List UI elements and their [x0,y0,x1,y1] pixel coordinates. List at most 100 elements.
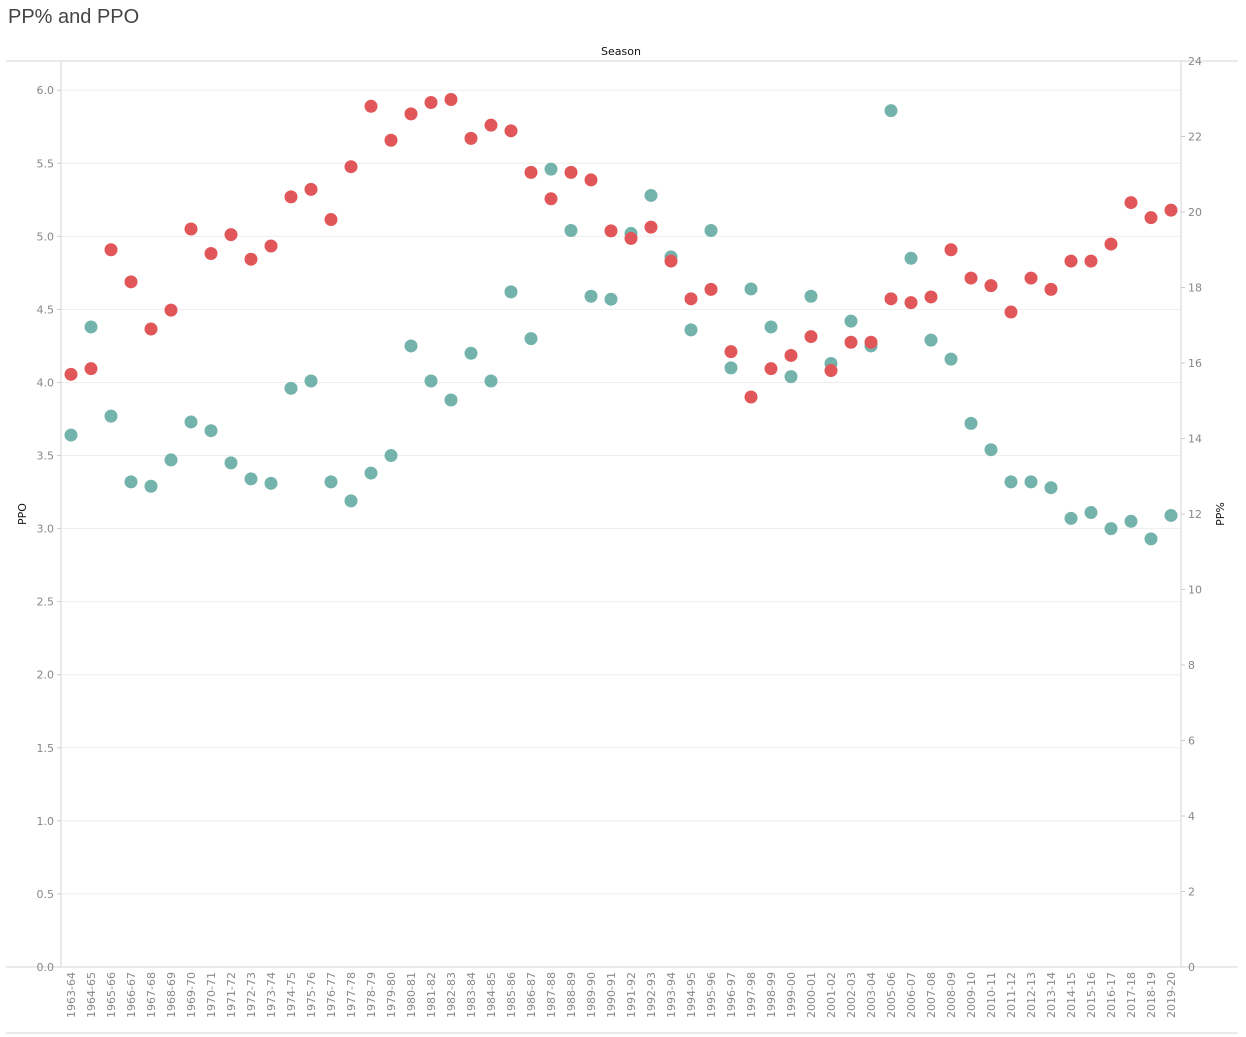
ppo-point[interactable] [504,285,518,299]
pp-pct-point[interactable] [1004,305,1018,319]
ppo-point[interactable] [464,346,478,360]
ppo-point[interactable] [844,314,858,328]
pp-pct-point[interactable] [1064,254,1078,268]
ppo-point[interactable] [1064,511,1078,525]
pp-pct-point[interactable] [204,247,218,261]
ppo-point[interactable] [744,282,758,296]
pp-pct-point[interactable] [384,133,398,147]
ppo-point[interactable] [964,416,978,430]
ppo-point[interactable] [1084,506,1098,520]
pp-pct-point[interactable] [1044,282,1058,296]
ppo-point[interactable] [204,424,218,438]
pp-pct-point[interactable] [784,348,798,362]
pp-pct-point[interactable] [1144,211,1158,225]
pp-pct-point[interactable] [164,303,178,317]
ppo-point[interactable] [344,494,358,508]
pp-pct-point[interactable] [704,282,718,296]
pp-pct-point[interactable] [1124,196,1138,210]
ppo-point[interactable] [984,443,998,457]
ppo-point[interactable] [804,289,818,303]
ppo-point[interactable] [584,289,598,303]
ppo-point[interactable] [724,361,738,375]
ppo-point[interactable] [684,323,698,337]
pp-pct-point[interactable] [84,362,98,376]
pp-pct-point[interactable] [484,118,498,132]
ppo-point[interactable] [544,162,558,176]
ppo-point[interactable] [64,428,78,442]
ppo-point[interactable] [284,381,298,395]
ppo-point[interactable] [404,339,418,353]
pp-pct-point[interactable] [664,254,678,268]
ppo-point[interactable] [784,370,798,384]
ppo-point[interactable] [1104,522,1118,536]
pp-pct-point[interactable] [264,239,278,253]
pp-pct-point[interactable] [944,243,958,257]
pp-pct-point[interactable] [464,131,478,145]
pp-pct-point[interactable] [644,220,658,234]
pp-pct-point[interactable] [984,279,998,293]
ppo-point[interactable] [1164,508,1178,522]
ppo-point[interactable] [124,475,138,489]
pp-pct-point[interactable] [344,160,358,174]
ppo-point[interactable] [1124,514,1138,528]
ppo-point[interactable] [564,224,578,238]
pp-pct-point[interactable] [1164,203,1178,217]
ppo-point[interactable] [924,333,938,347]
pp-pct-point[interactable] [624,231,638,245]
ppo-point[interactable] [484,374,498,388]
ppo-point[interactable] [184,415,198,429]
ppo-point[interactable] [244,472,258,486]
ppo-point[interactable] [364,466,378,480]
ppo-point[interactable] [1044,481,1058,495]
ppo-point[interactable] [764,320,778,334]
ppo-point[interactable] [1004,475,1018,489]
ppo-point[interactable] [164,453,178,467]
pp-pct-point[interactable] [404,107,418,121]
ppo-point[interactable] [304,374,318,388]
ppo-point[interactable] [644,188,658,202]
pp-pct-point[interactable] [844,335,858,349]
ppo-point[interactable] [704,224,718,238]
ppo-point[interactable] [264,476,278,490]
pp-pct-point[interactable] [544,192,558,206]
pp-pct-point[interactable] [244,252,258,266]
pp-pct-point[interactable] [1024,271,1038,285]
pp-pct-point[interactable] [64,367,78,381]
pp-pct-point[interactable] [444,93,458,107]
pp-pct-point[interactable] [864,335,878,349]
ppo-point[interactable] [224,456,238,470]
ppo-point[interactable] [144,479,158,493]
ppo-point[interactable] [524,332,538,346]
pp-pct-point[interactable] [764,362,778,376]
ppo-point[interactable] [944,352,958,366]
ppo-point[interactable] [884,104,898,118]
pp-pct-point[interactable] [224,228,238,242]
pp-pct-point[interactable] [904,296,918,310]
ppo-point[interactable] [84,320,98,334]
pp-pct-point[interactable] [724,345,738,359]
pp-pct-point[interactable] [104,243,118,257]
pp-pct-point[interactable] [124,275,138,289]
ppo-point[interactable] [104,409,118,423]
pp-pct-point[interactable] [584,173,598,187]
pp-pct-point[interactable] [884,292,898,306]
ppo-point[interactable] [904,251,918,265]
ppo-point[interactable] [384,449,398,463]
pp-pct-point[interactable] [284,190,298,204]
pp-pct-point[interactable] [964,271,978,285]
pp-pct-point[interactable] [364,99,378,113]
ppo-point[interactable] [424,374,438,388]
ppo-point[interactable] [1024,475,1038,489]
pp-pct-point[interactable] [1104,237,1118,251]
pp-pct-point[interactable] [564,165,578,179]
pp-pct-point[interactable] [744,390,758,404]
pp-pct-point[interactable] [804,330,818,344]
pp-pct-point[interactable] [684,292,698,306]
pp-pct-point[interactable] [824,364,838,378]
pp-pct-point[interactable] [184,222,198,236]
ppo-point[interactable] [604,292,618,306]
ppo-point[interactable] [1144,532,1158,546]
ppo-point[interactable] [444,393,458,407]
pp-pct-point[interactable] [1084,254,1098,268]
pp-pct-point[interactable] [144,322,158,336]
